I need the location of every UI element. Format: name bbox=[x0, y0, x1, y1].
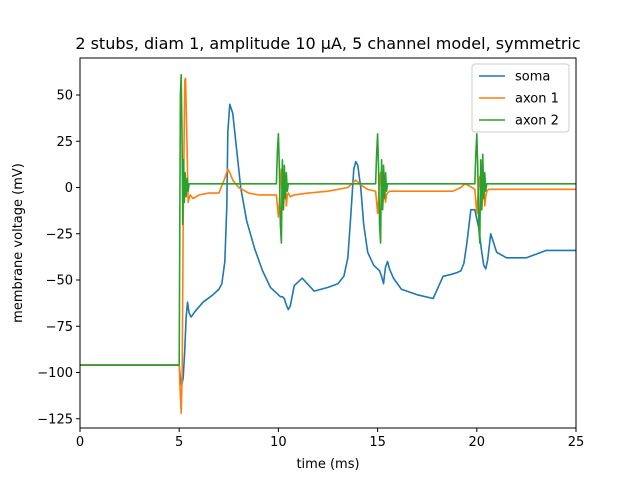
x-tick-label: 10 bbox=[270, 435, 287, 450]
y-tick-label: −100 bbox=[37, 366, 73, 381]
y-tick-label: 0 bbox=[65, 181, 73, 196]
y-axis-label: membrane voltage (mV) bbox=[11, 163, 26, 323]
axes-frame bbox=[79, 57, 577, 429]
y-tick-label: −50 bbox=[46, 274, 73, 289]
series-line-axon-2 bbox=[80, 73, 576, 366]
chart-title: 2 stubs, diam 1, amplitude 10 μA, 5 chan… bbox=[75, 34, 580, 53]
x-axis-label: time (ms) bbox=[296, 457, 359, 472]
x-tick-label: 25 bbox=[568, 435, 585, 450]
legend: soma axon 1 axon 2 bbox=[471, 63, 570, 133]
legend-label: axon 1 bbox=[515, 92, 559, 107]
legend-box bbox=[471, 63, 570, 133]
legend-label: soma bbox=[515, 70, 550, 85]
y-tick-label: 25 bbox=[56, 135, 73, 150]
y-tick-label: −25 bbox=[46, 227, 73, 242]
x-axis: 0 5 10 15 20 25 bbox=[76, 428, 584, 450]
plot-area bbox=[79, 57, 577, 429]
series-line-soma bbox=[80, 103, 576, 387]
y-axis: −125 −100 −75 −50 −25 0 25 50 bbox=[37, 89, 80, 427]
x-tick-label: 5 bbox=[175, 435, 183, 450]
x-tick-label: 0 bbox=[76, 435, 84, 450]
y-tick-label: 50 bbox=[56, 89, 73, 104]
x-tick-label: 15 bbox=[369, 435, 386, 450]
y-tick-label: −75 bbox=[46, 320, 73, 335]
legend-label: axon 2 bbox=[515, 114, 559, 129]
x-tick-label: 20 bbox=[469, 435, 486, 450]
y-tick-label: −125 bbox=[37, 412, 73, 427]
